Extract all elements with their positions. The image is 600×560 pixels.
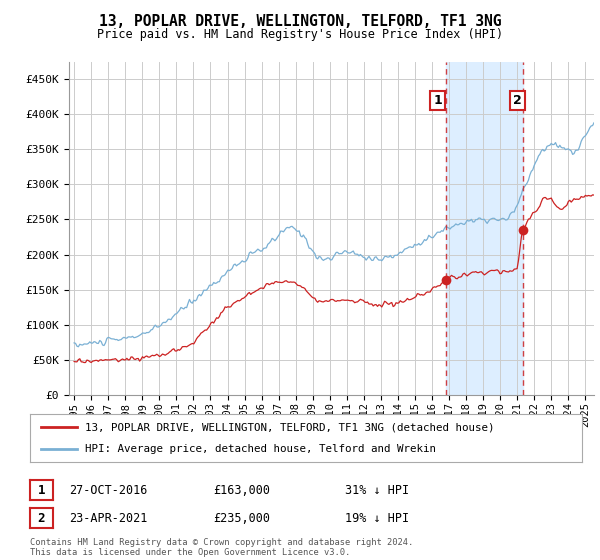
Text: 13, POPLAR DRIVE, WELLINGTON, TELFORD, TF1 3NG: 13, POPLAR DRIVE, WELLINGTON, TELFORD, T… (99, 14, 501, 29)
Text: 13, POPLAR DRIVE, WELLINGTON, TELFORD, TF1 3NG (detached house): 13, POPLAR DRIVE, WELLINGTON, TELFORD, T… (85, 422, 494, 432)
Text: 2: 2 (38, 511, 45, 525)
Text: 27-OCT-2016: 27-OCT-2016 (69, 483, 148, 497)
Text: HPI: Average price, detached house, Telford and Wrekin: HPI: Average price, detached house, Telf… (85, 444, 436, 454)
Text: 23-APR-2021: 23-APR-2021 (69, 511, 148, 525)
Text: Contains HM Land Registry data © Crown copyright and database right 2024.
This d: Contains HM Land Registry data © Crown c… (30, 538, 413, 557)
Text: 1: 1 (433, 94, 442, 107)
Text: 2: 2 (513, 94, 522, 107)
Text: £163,000: £163,000 (213, 483, 270, 497)
Bar (446, 62, 523, 395)
Text: 19% ↓ HPI: 19% ↓ HPI (345, 511, 409, 525)
Text: 1: 1 (38, 483, 45, 497)
Text: 31% ↓ HPI: 31% ↓ HPI (345, 483, 409, 497)
Text: £235,000: £235,000 (213, 511, 270, 525)
Text: Price paid vs. HM Land Registry's House Price Index (HPI): Price paid vs. HM Land Registry's House … (97, 28, 503, 41)
